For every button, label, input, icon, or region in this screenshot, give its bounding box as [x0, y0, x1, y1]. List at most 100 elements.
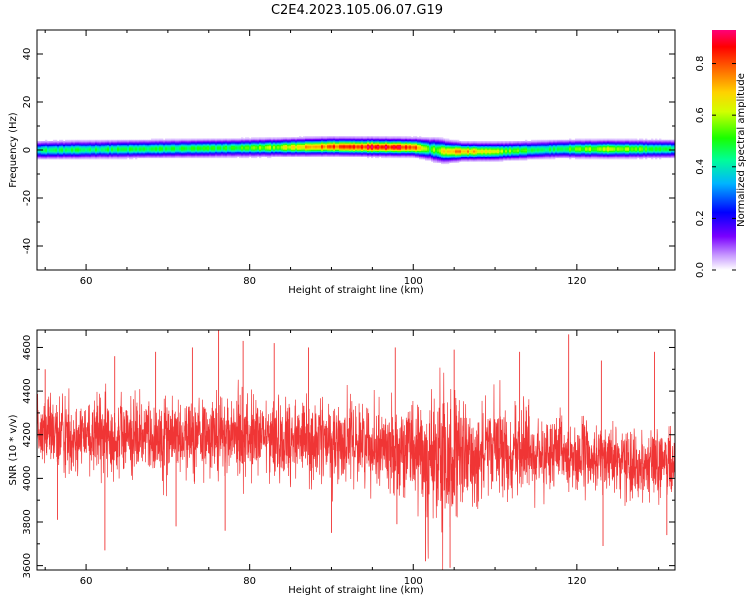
- heatmap-cell: [365, 151, 368, 154]
- heatmap-cell: [419, 156, 422, 159]
- heatmap-cell: [419, 157, 422, 160]
- heatmap-cell: [375, 137, 378, 139]
- heatmap-cell: [429, 143, 432, 145]
- heatmap-cell: [383, 139, 386, 142]
- heatmap-cell: [425, 151, 428, 154]
- heatmap-cell: [477, 159, 480, 161]
- heatmap-cell: [331, 138, 334, 141]
- heatmap-cell: [435, 153, 438, 155]
- heatmap-cell: [413, 153, 416, 155]
- heatmap-cell: [321, 141, 324, 143]
- heatmap-cell: [299, 153, 302, 155]
- heatmap-cell: [55, 149, 58, 151]
- heatmap-cell: [225, 138, 228, 141]
- heatmap-cell: [99, 154, 102, 156]
- heatmap-cell: [393, 145, 396, 148]
- heatmap-cell: [489, 151, 492, 154]
- heatmap-cell: [177, 150, 180, 153]
- heatmap-cell: [289, 142, 292, 144]
- heatmap-cell: [325, 144, 328, 147]
- heatmap-cell: [89, 142, 92, 144]
- heatmap-cell: [605, 149, 608, 151]
- heatmap-cell: [293, 144, 296, 147]
- heatmap-cell: [339, 150, 342, 153]
- heatmap-cell: [533, 149, 536, 151]
- heatmap-cell: [233, 148, 236, 150]
- heatmap-cell: [381, 138, 384, 141]
- heatmap-cell: [435, 159, 438, 161]
- heatmap-cell: [199, 151, 202, 154]
- heatmap-cell: [159, 142, 162, 144]
- heatmap-cell: [349, 142, 352, 144]
- heatmap-cell: [181, 145, 184, 148]
- heatmap-cell: [363, 144, 366, 147]
- heatmap-cell: [567, 153, 570, 155]
- heatmap-cell: [285, 147, 288, 149]
- heatmap-cell: [425, 148, 428, 150]
- heatmap-cell: [535, 142, 538, 144]
- heatmap-cell: [189, 148, 192, 150]
- heatmap-cell: [73, 139, 76, 142]
- heatmap-cell: [131, 142, 134, 144]
- heatmap-cell: [227, 148, 230, 150]
- heatmap-cell: [105, 141, 108, 143]
- heatmap-cell: [565, 143, 568, 145]
- heatmap-cell: [91, 155, 94, 157]
- heatmap-cell: [123, 147, 126, 149]
- heatmap-cell: [437, 139, 440, 142]
- heatmap-cell: [621, 143, 624, 145]
- heatmap-cell: [47, 157, 50, 160]
- heatmap-cell: [419, 154, 422, 156]
- heatmap-cell: [115, 153, 118, 155]
- heatmap-cell: [581, 153, 584, 155]
- heatmap-cell: [479, 155, 482, 157]
- heatmap-cell: [627, 145, 630, 148]
- heatmap-cell: [351, 151, 354, 154]
- heatmap-cell: [103, 143, 106, 145]
- heatmap-cell: [441, 147, 444, 149]
- heatmap-cell: [199, 148, 202, 150]
- heatmap-cell: [471, 148, 474, 150]
- heatmap-cell: [63, 155, 66, 157]
- heatmap-cell: [389, 143, 392, 145]
- heatmap-cell: [415, 138, 418, 141]
- heatmap-cell: [239, 154, 242, 156]
- heatmap-cell: [283, 144, 286, 147]
- heatmap-cell: [395, 143, 398, 145]
- heatmap-cell: [535, 139, 538, 142]
- heatmap-cell: [409, 151, 412, 154]
- heatmap-cell: [283, 139, 286, 142]
- heatmap-cell: [399, 138, 402, 141]
- heatmap-cell: [165, 138, 168, 141]
- heatmap-cell: [305, 141, 308, 143]
- heatmap-cell: [177, 139, 180, 142]
- heatmap-cell: [405, 147, 408, 149]
- heatmap-cell: [155, 154, 158, 156]
- heatmap-cell: [213, 141, 216, 143]
- heatmap-cell: [597, 157, 600, 160]
- heatmap-cell: [151, 139, 154, 142]
- heatmap-cell: [399, 149, 402, 151]
- heatmap-cell: [549, 157, 552, 160]
- heatmap-cell: [227, 141, 230, 143]
- heatmap-cell: [415, 155, 418, 157]
- heatmap-cell: [353, 138, 356, 141]
- heatmap-cell: [233, 141, 236, 143]
- heatmap-cell: [527, 145, 530, 148]
- heatmap-cell: [411, 141, 414, 143]
- heatmap-cell: [201, 155, 204, 157]
- heatmap-cell: [125, 144, 128, 147]
- heatmap-cell: [165, 141, 168, 143]
- heatmap-cell: [403, 143, 406, 145]
- heatmap-cell: [269, 151, 272, 154]
- heatmap-cell: [381, 147, 384, 149]
- heatmap-cell: [501, 143, 504, 145]
- heatmap-cell: [493, 159, 496, 161]
- heatmap-cell: [387, 149, 390, 151]
- heatmap-cell: [403, 145, 406, 148]
- heatmap-cell: [611, 139, 614, 142]
- heatmap-cell: [299, 151, 302, 154]
- heatmap-cell: [337, 153, 340, 155]
- heatmap-cell: [307, 155, 310, 157]
- heatmap-cell: [317, 142, 320, 144]
